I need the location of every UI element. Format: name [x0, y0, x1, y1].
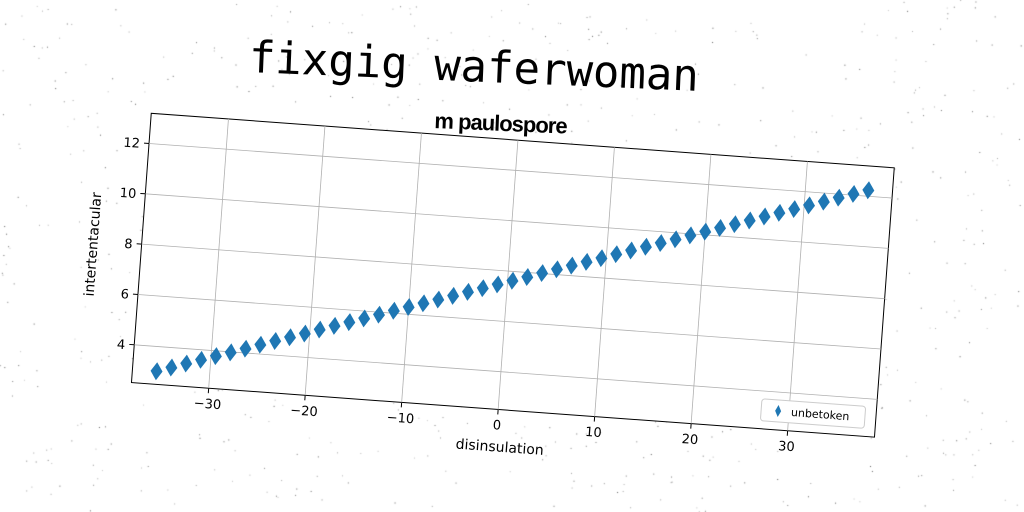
- data-point: [447, 286, 460, 305]
- y-tick-label: 8: [124, 237, 133, 253]
- data-point: [654, 234, 667, 253]
- y-tick-label: 12: [123, 136, 141, 152]
- data-point: [254, 335, 267, 354]
- data-point: [343, 313, 356, 332]
- data-point: [550, 260, 563, 279]
- y-axis-label: intertentacular: [82, 191, 106, 297]
- x-tick-label: 10: [585, 425, 603, 441]
- x-axis-label: disinsulation: [455, 436, 544, 458]
- y-tick-label: 4: [116, 338, 125, 354]
- data-point: [684, 226, 697, 245]
- data-point: [180, 354, 193, 373]
- x-gridline: [304, 126, 326, 396]
- data-point: [328, 316, 341, 335]
- y-gridline: [149, 143, 893, 199]
- data-point: [476, 279, 489, 298]
- x-tick-label: −30: [193, 396, 221, 413]
- y-gridline: [134, 344, 878, 400]
- data-point: [491, 275, 504, 294]
- legend-label: unbetoken: [791, 406, 850, 423]
- data-point: [699, 222, 712, 241]
- data-point: [669, 230, 682, 249]
- y-gridline: [145, 193, 889, 249]
- data-point: [373, 305, 385, 324]
- data-point: [298, 324, 311, 343]
- data-point: [803, 196, 816, 215]
- x-tick-label: −10: [386, 410, 414, 427]
- data-point: [565, 256, 578, 275]
- x-tick-label: 30: [778, 439, 796, 455]
- data-point: [461, 282, 474, 301]
- x-gridline: [401, 133, 422, 403]
- data-point: [358, 309, 371, 328]
- data-point: [165, 358, 178, 377]
- data-point: [506, 271, 519, 290]
- data-point: [595, 249, 608, 268]
- data-point: [817, 192, 830, 211]
- axis-ticks: −30 −20 −10 0 10 20 30 4 6 8 10 12: [116, 136, 796, 456]
- data-point: [773, 203, 786, 222]
- data-point: [743, 211, 756, 230]
- data-point: [387, 301, 400, 320]
- x-gridline: [594, 147, 615, 417]
- data-point: [239, 339, 252, 358]
- data-point: [195, 350, 208, 369]
- data-point: [847, 184, 860, 203]
- data-point: [402, 298, 415, 316]
- grid: [134, 118, 893, 431]
- x-gridline: [497, 140, 519, 410]
- data-point: [728, 215, 741, 234]
- x-gridline: [208, 118, 229, 389]
- data-point: [269, 332, 282, 350]
- data-points: [150, 181, 875, 381]
- data-point: [758, 207, 771, 226]
- y-gridline: [141, 243, 885, 300]
- data-point: [417, 294, 430, 313]
- data-point: [313, 320, 326, 339]
- data-point: [639, 237, 652, 256]
- data-point: [580, 252, 593, 271]
- y-gridline: [137, 294, 881, 350]
- data-point: [536, 264, 549, 283]
- data-point: [432, 290, 445, 309]
- data-point: [832, 188, 845, 207]
- y-tick-label: 10: [119, 186, 137, 202]
- x-tick-label: 20: [681, 432, 699, 448]
- data-point: [625, 241, 638, 260]
- data-point: [521, 268, 534, 286]
- data-point: [150, 362, 163, 381]
- x-tick-label: −20: [290, 403, 318, 420]
- data-point: [209, 347, 222, 366]
- data-point: [284, 328, 297, 347]
- data-point: [714, 218, 727, 237]
- x-tick-label: 0: [492, 418, 501, 434]
- y-tick-label: 6: [120, 287, 129, 303]
- legend: unbetoken: [760, 398, 866, 429]
- data-point: [788, 200, 801, 219]
- data-point: [224, 343, 237, 362]
- data-point: [610, 245, 623, 264]
- x-gridline: [690, 154, 712, 424]
- legend-marker: [775, 405, 782, 417]
- data-point: [862, 181, 875, 200]
- legend-box: [760, 398, 866, 429]
